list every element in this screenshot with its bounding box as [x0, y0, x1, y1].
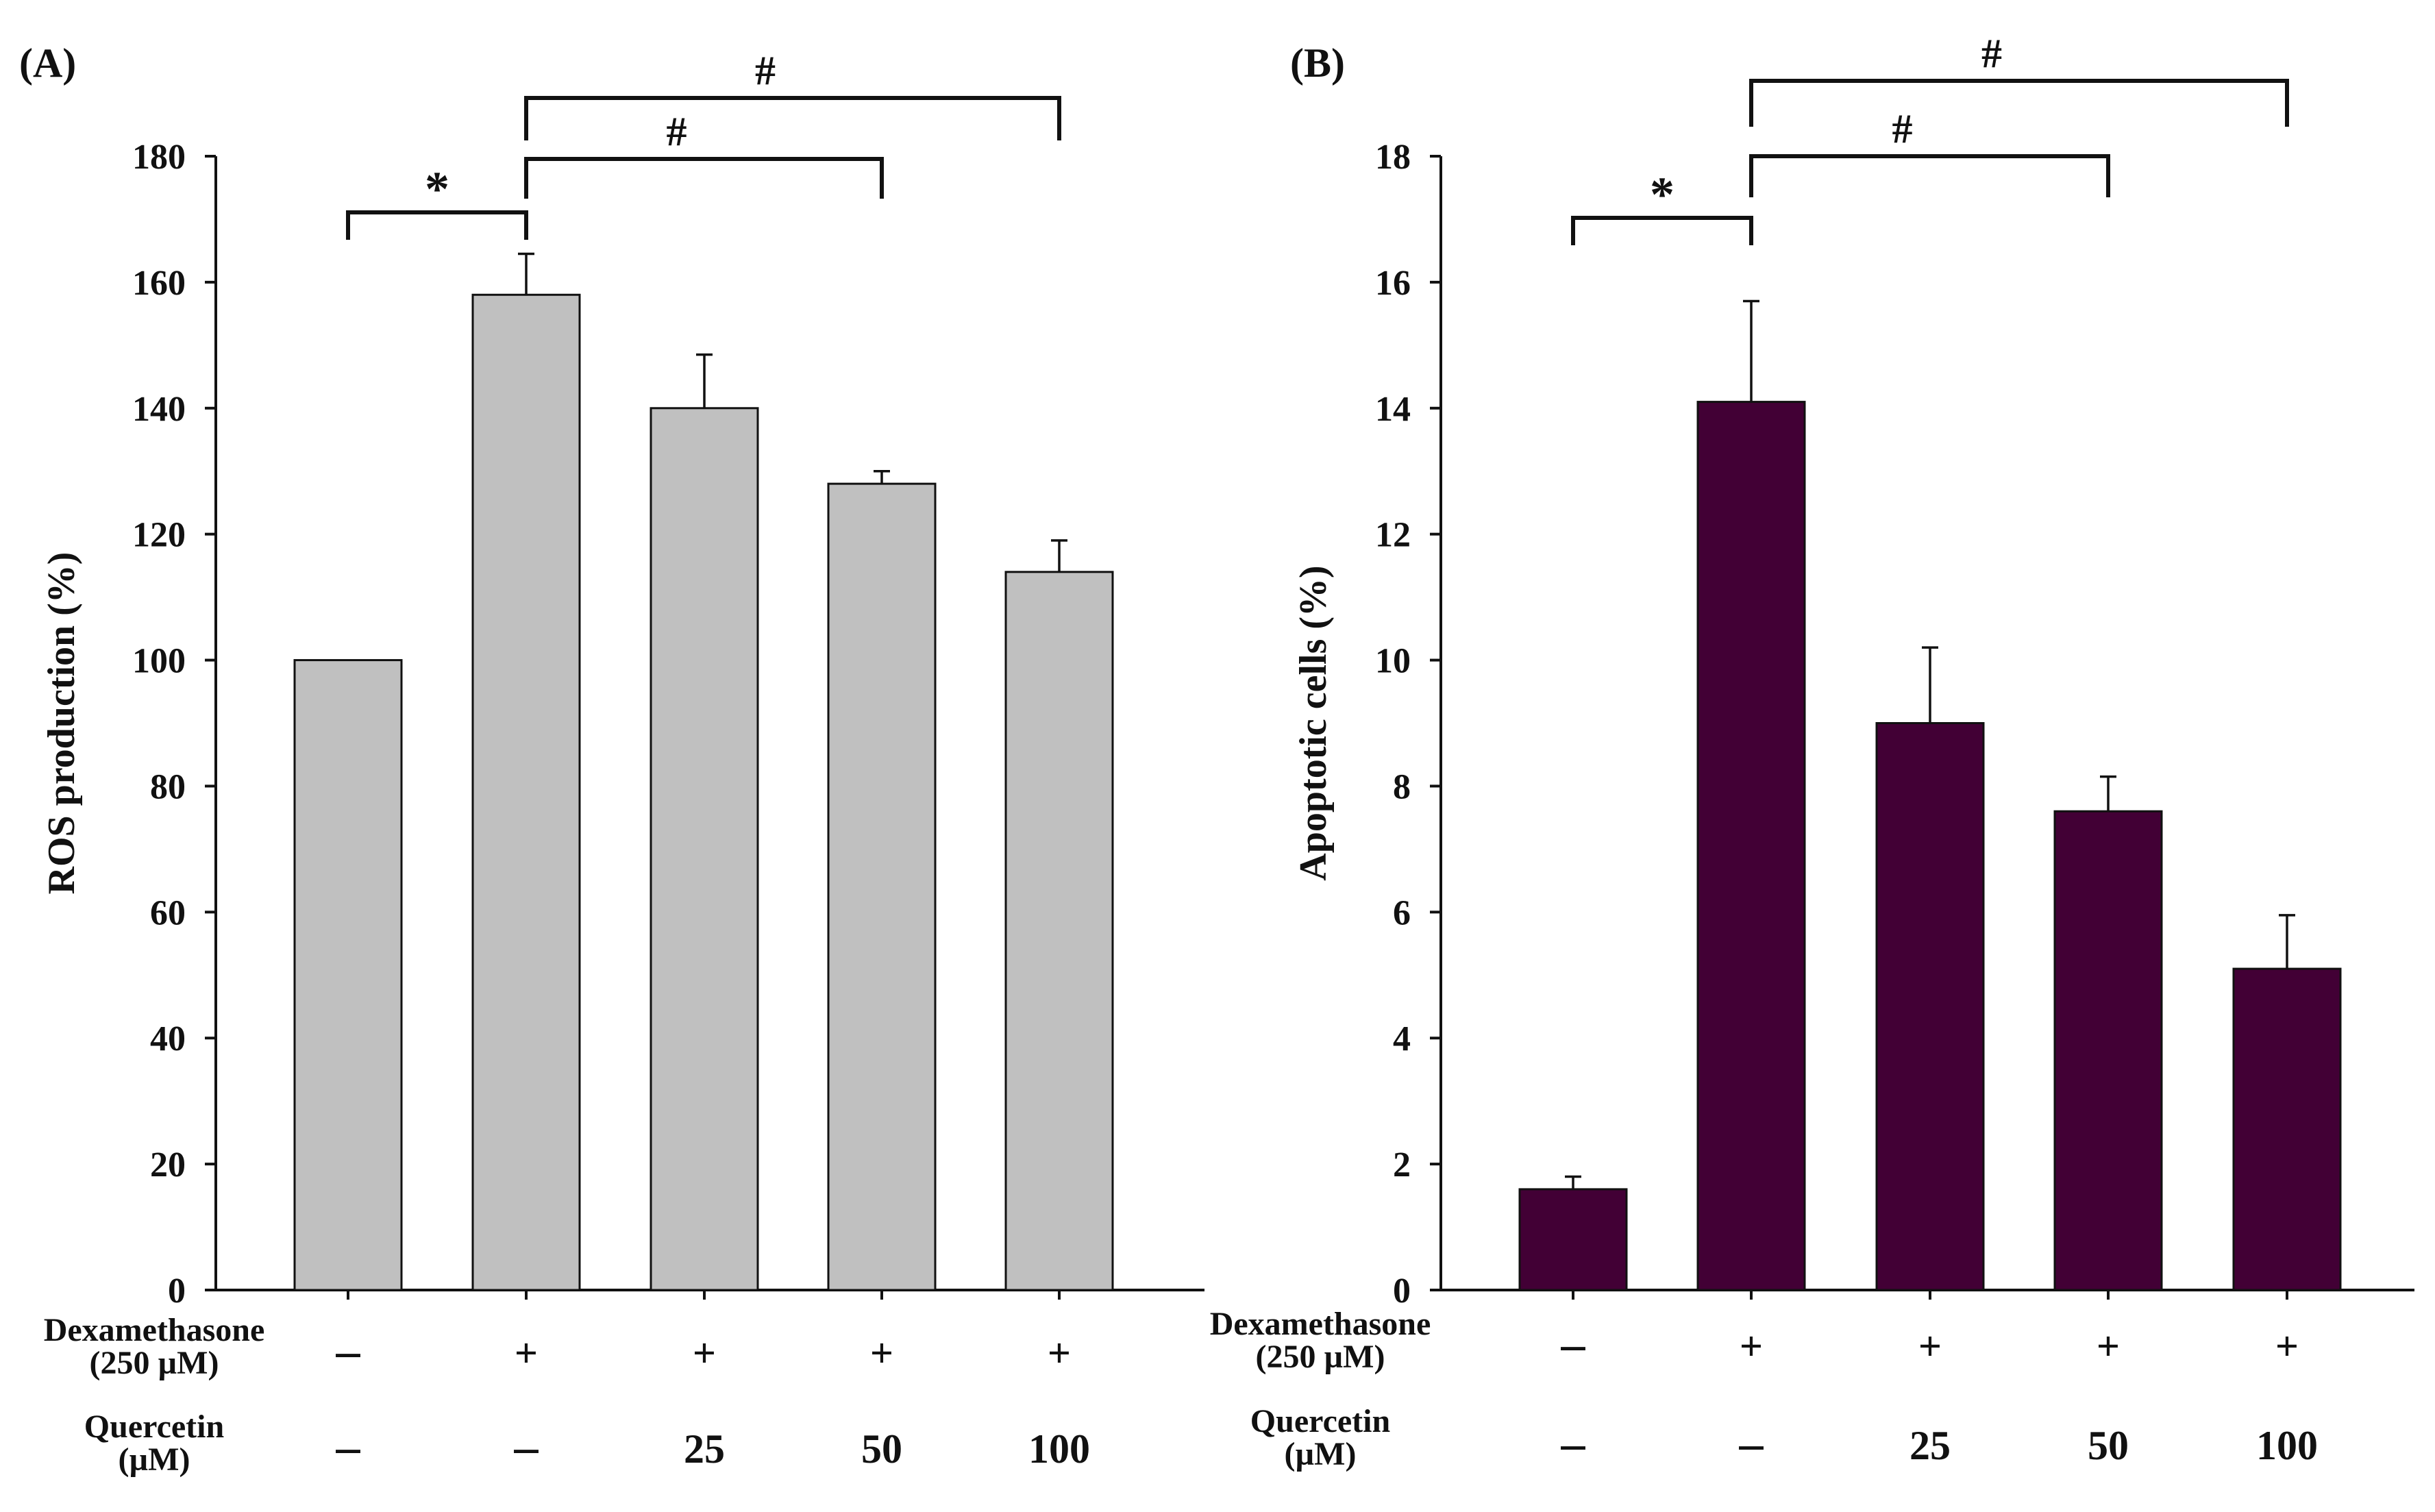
- y-tick-label: 20: [150, 1145, 186, 1185]
- y-tick-label: 160: [132, 264, 186, 303]
- significance-marker: *: [425, 162, 449, 216]
- treatment-unit: (µM): [119, 1441, 190, 1478]
- treatment-dose: 25: [1909, 1423, 1951, 1468]
- y-tick-label: 16: [1375, 264, 1411, 303]
- bar: [827, 482, 937, 1291]
- y-tick-label: 2: [1393, 1145, 1411, 1185]
- treatment-minus: –: [1561, 1318, 1586, 1371]
- y-tick-label: 4: [1393, 1019, 1411, 1058]
- y-axis-title: ROS production (%): [40, 552, 83, 895]
- treatment-minus: –: [1739, 1417, 1764, 1470]
- y-axis-title: Apoptotic cells (%): [1292, 565, 1335, 880]
- panel-b: (B) Apoptotic cells (%) 0 2 4 6 8 10 12 14 16 18 * # #…: [1210, 31, 2414, 1472]
- treatment-unit: (250 µM): [90, 1345, 219, 1381]
- treatment-dose: 50: [2088, 1423, 2129, 1468]
- treatment-minus: –: [1561, 1417, 1586, 1470]
- panel-a: (A) ROS production (%) 0 20 40 60 80 100 120 140 1…: [19, 40, 1204, 1478]
- significance-marker: #: [755, 48, 776, 93]
- treatment-minus: –: [514, 1421, 539, 1474]
- significance-bracket: [1749, 154, 2110, 197]
- significance-marker: #: [1981, 31, 2002, 76]
- treatment-label: Quercetin: [84, 1409, 224, 1445]
- y-tick-label: 80: [150, 767, 186, 806]
- bar: [2053, 810, 2163, 1291]
- y-tick-label: 6: [1393, 893, 1411, 932]
- bar: [1696, 401, 1806, 1291]
- significance-bracket: [524, 157, 884, 199]
- treatment-label: Dexamethasone: [1210, 1306, 1431, 1342]
- treatment-plus: +: [693, 1330, 716, 1376]
- y-tick-label: 18: [1375, 138, 1411, 177]
- panel-label: (A): [19, 40, 76, 86]
- treatment-dose: 50: [861, 1426, 902, 1472]
- treatment-unit: (µM): [1285, 1436, 1357, 1472]
- y-tick-label: 100: [132, 642, 186, 681]
- significance-marker: #: [667, 109, 687, 154]
- significance-bracket: [524, 96, 1061, 140]
- treatment-minus: –: [336, 1421, 361, 1474]
- bar: [650, 407, 759, 1291]
- y-tick-label: 180: [132, 138, 186, 177]
- y-tick-label: 8: [1393, 767, 1411, 806]
- y-tick-label: 0: [1393, 1272, 1411, 1311]
- significance-bracket: [346, 210, 528, 240]
- bar: [2232, 967, 2342, 1291]
- bar: [1875, 722, 1985, 1291]
- bar: [1004, 571, 1114, 1291]
- treatment-plus: +: [2275, 1324, 2299, 1369]
- y-tick-label: 120: [132, 516, 186, 555]
- y-tick-label: 14: [1375, 390, 1411, 429]
- treatment-dose: 100: [1028, 1426, 1090, 1472]
- treatment-plus: +: [1048, 1330, 1071, 1376]
- treatment-plus: +: [2097, 1324, 2120, 1369]
- y-tick-label: 12: [1375, 516, 1411, 555]
- treatment-dose: 25: [684, 1426, 725, 1472]
- treatment-plus: +: [870, 1330, 893, 1376]
- significance-marker: #: [1892, 106, 1913, 151]
- bar: [293, 659, 403, 1291]
- y-tick-label: 60: [150, 893, 186, 932]
- treatment-label: Quercetin: [1250, 1403, 1390, 1439]
- significance-marker: *: [1650, 167, 1674, 222]
- significance-bracket: [1749, 79, 2289, 127]
- y-tick-label: 10: [1375, 642, 1411, 681]
- treatment-plus: +: [1918, 1324, 1942, 1369]
- bar: [1518, 1188, 1628, 1291]
- bar: [471, 293, 581, 1291]
- treatment-label: Dexamethasone: [44, 1312, 265, 1348]
- treatment-plus: +: [515, 1330, 538, 1376]
- y-tick-label: 40: [150, 1019, 186, 1058]
- y-tick-label: 140: [132, 390, 186, 429]
- significance-bracket: [1571, 216, 1753, 245]
- treatment-dose: 100: [2256, 1423, 2318, 1468]
- treatment-unit: (250 µM): [1256, 1339, 1385, 1375]
- panel-label: (B): [1290, 40, 1345, 86]
- treatment-minus: –: [336, 1325, 361, 1378]
- treatment-plus: +: [1740, 1324, 1763, 1369]
- y-tick-label: 0: [168, 1272, 186, 1311]
